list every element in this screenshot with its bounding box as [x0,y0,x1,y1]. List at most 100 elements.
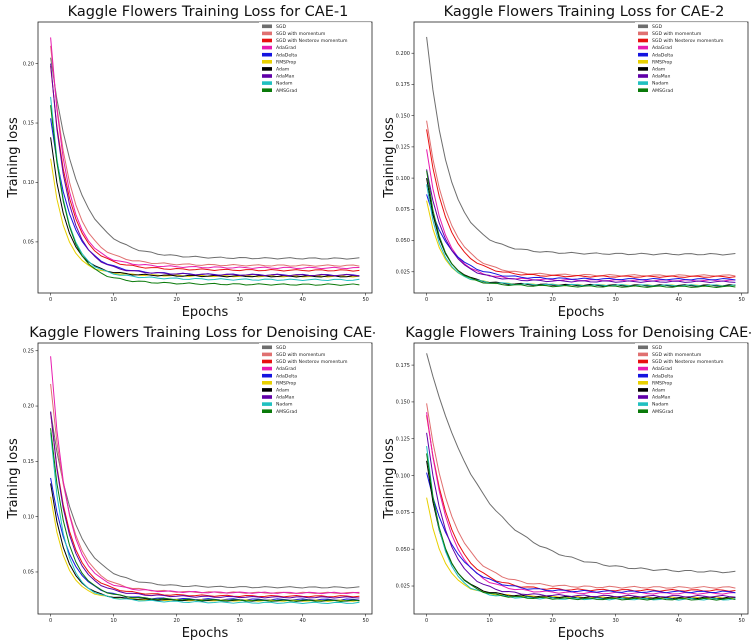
series-line-adagrad [426,149,736,282]
x-axis-label: Epochs [558,305,605,320]
chart-title: Kaggle Flowers Training Loss for Denoisi… [29,325,375,341]
series-line-sgd [50,411,360,589]
legend-swatch-nadam [638,402,648,406]
legend-swatch-adagrad [638,45,648,50]
series-line-sgd-with-nesterov-momentum [50,65,360,272]
y-tick-label: 0.10 [23,180,34,186]
y-axis-label: Training loss [382,117,397,199]
y-tick-label: 0.15 [23,121,34,127]
series-line-sgd-with-nesterov-momentum [426,129,736,278]
x-axis-label: Epochs [558,626,605,641]
y-tick-label: 0.125 [396,436,410,442]
series-line-rmsprop [50,158,360,278]
legend-swatch-adamax [262,395,272,399]
legend-swatch-sgd-with-nesterov-momentum [262,359,272,364]
legend-label: AdaDelta [276,373,297,379]
legend-label: SGD [276,24,286,30]
legend-swatch-nadam [638,81,648,85]
x-tick-label: 0 [425,297,428,303]
legend-swatch-amsgrad [638,409,648,413]
series-line-adam [50,483,360,602]
legend-label: RMSProp [276,380,296,386]
legend-swatch-adadelta [262,373,272,378]
y-tick-label: 0.150 [396,400,410,406]
legend-label: AdaMax [652,395,671,401]
legend-label: AdaMax [652,74,671,80]
legend-box [635,343,747,417]
chart-panel-denoising-cae-2: Kaggle Flowers Training Loss for Denoisi… [376,321,751,642]
y-tick-label: 0.050 [396,547,410,553]
legend-swatch-adadelta [262,52,272,57]
legend-label: SGD with momentum [276,31,326,37]
x-tick-label: 30 [612,297,618,303]
series-line-rmsprop [50,496,360,602]
x-tick-label: 40 [675,297,681,303]
legend-swatch-rmsprop [262,60,272,64]
chart-svg: Kaggle Flowers Training Loss for CAE-1 0 1… [6,4,373,320]
series-line-rmsprop [426,497,736,600]
y-axis-label: Training loss [6,438,21,520]
legend-swatch-amsgrad [262,409,272,413]
series-line-sgd [426,36,736,256]
x-tick-label: 10 [110,297,116,303]
legend-label: Nadam [276,81,293,87]
legend-swatch-sgd-with-momentum [638,31,648,36]
legend-label: AMSGrad [276,409,297,415]
series-line-adam [50,137,360,278]
legend-swatch-adagrad [262,45,272,50]
y-tick-label: 0.05 [23,570,34,576]
legend-label: RMSProp [276,59,296,65]
x-tick-label: 30 [236,297,242,303]
y-tick-label: 0.175 [396,363,410,369]
chart-svg: Kaggle Flowers Training Loss for Denoisi… [6,325,375,641]
legend-swatch-rmsprop [638,60,648,64]
series-line-adagrad [426,412,736,595]
legend-swatch-adamax [262,74,272,78]
y-tick-label: 0.20 [23,404,34,410]
x-tick-label: 20 [549,297,555,303]
x-tick-label: 10 [486,618,492,624]
series-line-adadelta [426,194,736,281]
legend-box [635,22,747,96]
legend-swatch-sgd-with-nesterov-momentum [638,38,648,43]
y-tick-label: 0.100 [396,176,410,182]
x-tick-label: 30 [612,618,618,624]
plot-frame [37,21,373,294]
plot-frame [413,342,749,615]
legend-label: AMSGrad [276,88,297,94]
legend-swatch-rmsprop [638,381,648,385]
legend-label: RMSProp [652,59,672,65]
chart-title: Kaggle Flowers Training Loss for CAE-1 [68,4,349,20]
x-tick-label: 0 [49,297,52,303]
legend-swatch-adam [638,388,648,392]
chart-title: Kaggle Flowers Training Loss for CAE-2 [444,4,725,20]
legend-swatch-amsgrad [638,88,648,92]
legend-label: AdaGrad [276,366,296,372]
legend-box [259,22,371,96]
chart-panel-denoising-cae-1: Kaggle Flowers Training Loss for Denoisi… [0,321,375,642]
series-line-amsgrad [426,453,736,601]
legend-swatch-adagrad [638,366,648,371]
y-tick-label: 0.05 [23,240,34,246]
series-line-adamax [50,63,360,277]
legend-swatch-amsgrad [262,88,272,92]
legend-label: SGD with Nesterov momentum [652,38,724,44]
series-line-sgd [426,353,736,574]
x-tick-label: 10 [110,618,116,624]
series-line-amsgrad [50,428,360,602]
legend-label: SGD [276,345,286,351]
legend-swatch-adamax [638,74,648,78]
y-axis-label: Training loss [6,117,21,199]
legend-swatch-adagrad [262,366,272,371]
series-line-adagrad [50,356,360,595]
x-tick-label: 20 [173,297,179,303]
legend-label: AdaDelta [652,373,673,379]
chart-title: Kaggle Flowers Training Loss for Denoisi… [405,325,751,341]
legend-swatch-adadelta [638,52,648,57]
x-tick-label: 30 [236,618,242,624]
legend-swatch-nadam [262,402,272,406]
x-tick-label: 50 [363,618,369,624]
series-line-adamax [426,432,736,598]
x-tick-label: 20 [173,618,179,624]
y-tick-label: 0.150 [396,113,410,119]
